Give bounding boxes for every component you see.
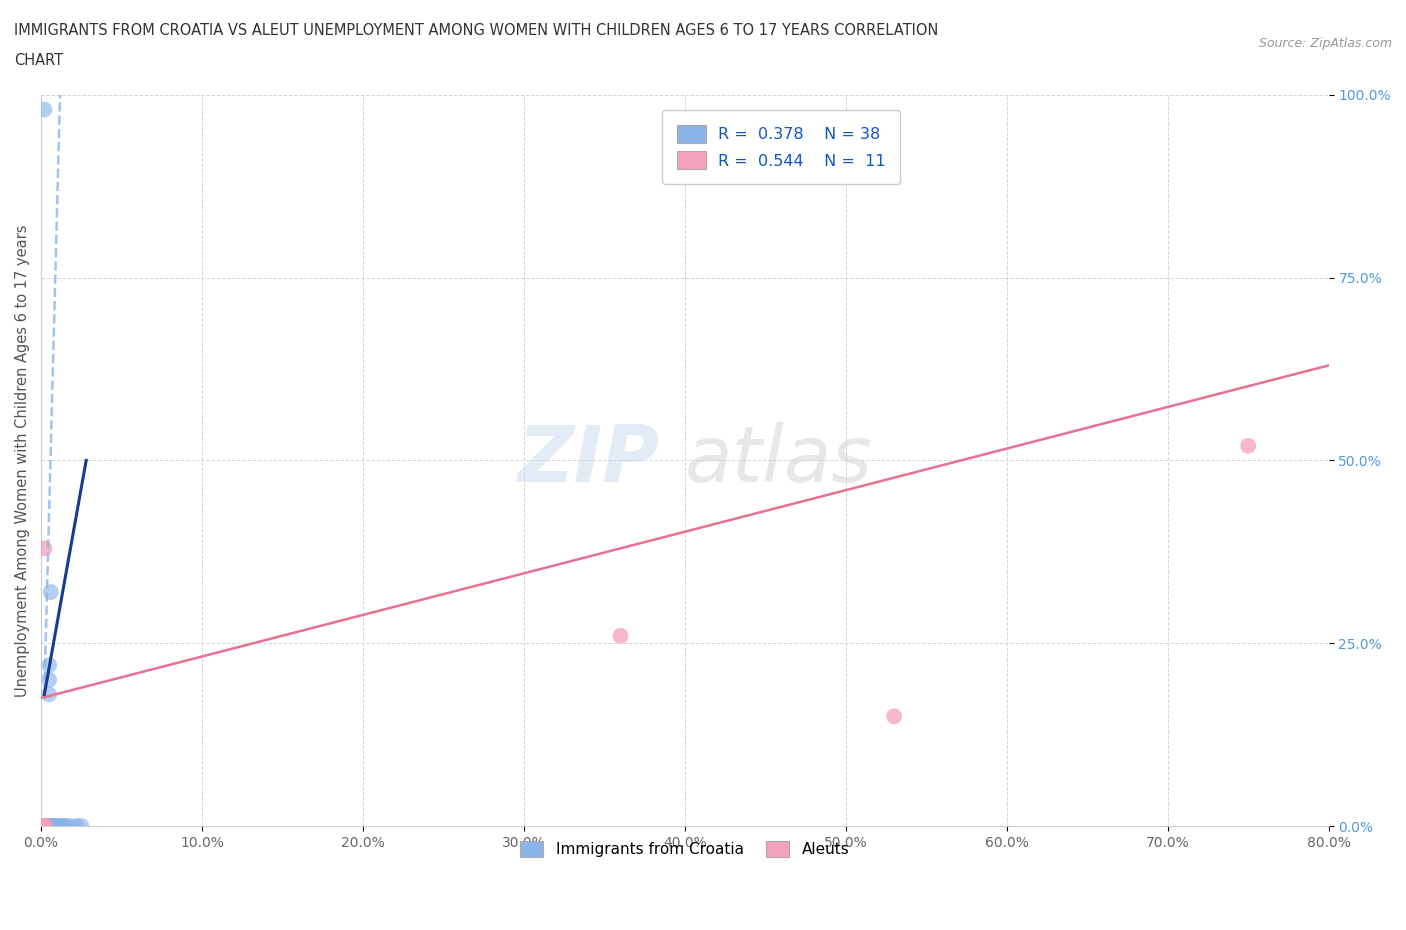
Point <box>34 818 56 833</box>
Point <box>34 818 56 833</box>
Point <box>34 818 56 833</box>
Point <box>34 818 56 833</box>
Point <box>34 818 56 833</box>
Point <box>34 818 56 833</box>
Point <box>46 818 69 833</box>
Point <box>49 818 72 833</box>
Point <box>34 540 56 555</box>
Point <box>34 102 56 117</box>
Point <box>65 818 87 833</box>
Y-axis label: Unemployment Among Women with Children Ages 6 to 17 years: Unemployment Among Women with Children A… <box>15 224 30 697</box>
Point <box>46 818 69 833</box>
Point <box>35 818 58 833</box>
Point <box>49 818 72 833</box>
Text: Source: ZipAtlas.com: Source: ZipAtlas.com <box>1258 37 1392 50</box>
Point <box>38 818 60 833</box>
Point <box>1237 438 1260 453</box>
Point <box>39 818 62 833</box>
Point <box>39 585 62 600</box>
Text: IMMIGRANTS FROM CROATIA VS ALEUT UNEMPLOYMENT AMONG WOMEN WITH CHILDREN AGES 6 T: IMMIGRANTS FROM CROATIA VS ALEUT UNEMPLO… <box>14 23 938 38</box>
Point <box>53 818 76 833</box>
Text: atlas: atlas <box>685 422 873 498</box>
Point <box>883 709 905 724</box>
Point <box>41 818 63 833</box>
Point <box>42 818 65 833</box>
Point <box>42 818 65 833</box>
Point <box>34 818 56 833</box>
Point <box>34 818 56 833</box>
Point <box>609 629 631 644</box>
Point <box>38 687 60 702</box>
Point <box>37 818 59 833</box>
Point <box>53 818 76 833</box>
Point <box>34 818 56 833</box>
Point <box>37 818 59 833</box>
Point <box>35 818 58 833</box>
Legend: Immigrants from Croatia, Aleuts: Immigrants from Croatia, Aleuts <box>508 830 862 870</box>
Point <box>34 818 56 833</box>
Point <box>38 818 60 833</box>
Point <box>38 672 60 687</box>
Point <box>34 818 56 833</box>
Point <box>59 818 82 833</box>
Point <box>39 818 62 833</box>
Point <box>34 818 56 833</box>
Point <box>70 818 93 833</box>
Point <box>37 818 59 833</box>
Point <box>38 658 60 672</box>
Point <box>37 818 59 833</box>
Text: CHART: CHART <box>14 53 63 68</box>
Point <box>35 818 58 833</box>
Point <box>34 818 56 833</box>
Point <box>34 818 56 833</box>
Point <box>34 818 56 833</box>
Point <box>34 818 56 833</box>
Point <box>41 818 63 833</box>
Text: ZIP: ZIP <box>517 422 659 498</box>
